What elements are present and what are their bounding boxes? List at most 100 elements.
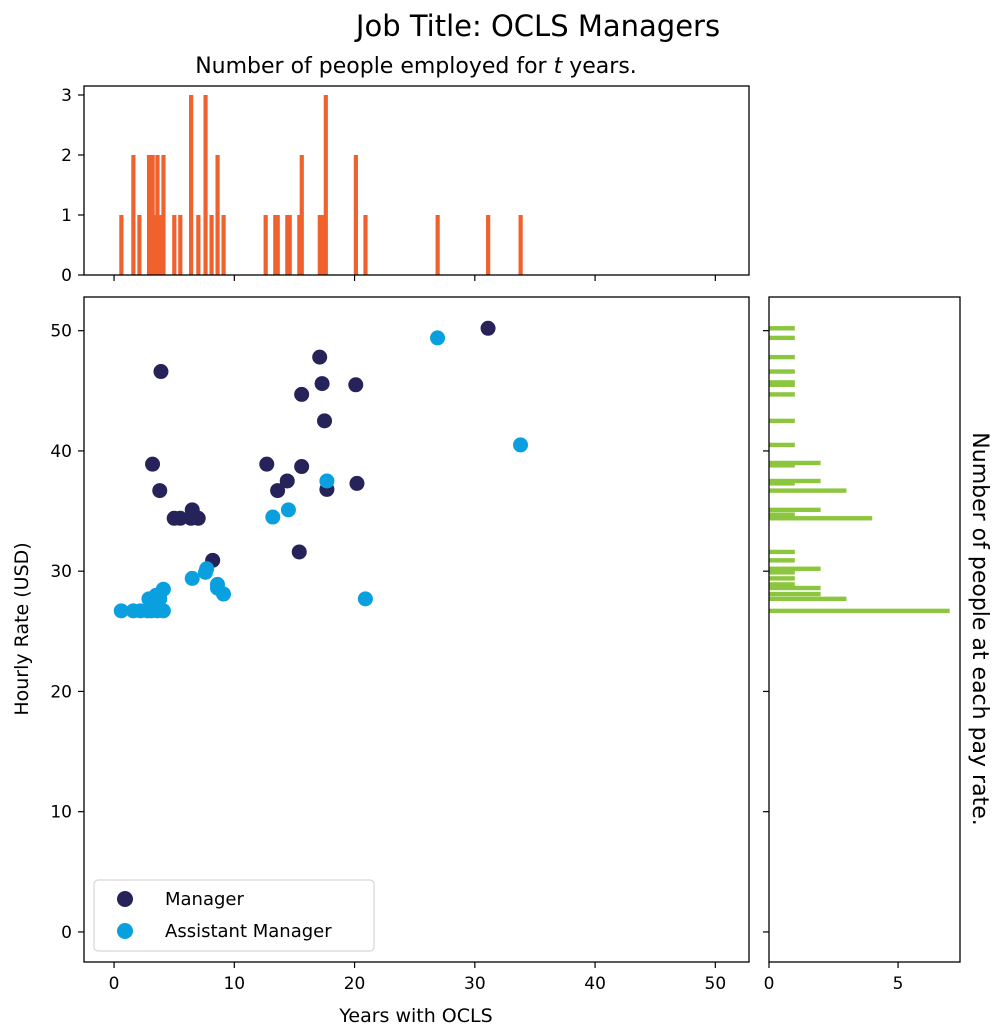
top-histogram-bar xyxy=(172,215,177,275)
right-histogram-bar xyxy=(769,478,821,484)
top-histogram-bar xyxy=(209,215,214,275)
top-histogram-ticks: 0 1 2 3 xyxy=(61,86,716,286)
top-histogram-bar xyxy=(131,155,136,275)
top-histogram-bar xyxy=(299,155,304,275)
manager-point xyxy=(145,456,161,472)
manager-point xyxy=(153,364,169,380)
right-histogram-bar xyxy=(769,585,821,591)
right-histogram-bar xyxy=(769,566,821,571)
manager-point xyxy=(172,510,188,526)
figure-title: Job Title: OCLS Managers xyxy=(354,9,720,43)
manager-point xyxy=(259,456,275,472)
top-histogram-bar xyxy=(285,215,290,275)
manager-point xyxy=(190,510,206,526)
top-histogram-ytick-label: 3 xyxy=(61,86,72,106)
top-histogram-bar xyxy=(157,215,162,275)
top-histogram-bar xyxy=(353,155,358,275)
top-histogram-bar xyxy=(203,95,208,275)
top-histogram-bar xyxy=(196,215,201,275)
top-histogram-bar xyxy=(320,215,325,275)
right-histogram-bar xyxy=(769,463,795,468)
right-histogram-label: Number of people at each pay rate. xyxy=(967,432,992,825)
top-histogram-bar xyxy=(137,215,142,275)
legend-label-assistant-manager: Assistant Manager xyxy=(165,921,332,942)
scatter-xtick-label: 50 xyxy=(705,974,727,994)
top-histogram-bar xyxy=(150,155,155,275)
legend-marker-manager xyxy=(117,891,133,907)
assistant-manager-point xyxy=(319,473,335,489)
right-histogram-bar xyxy=(769,507,821,513)
assistant-manager-point xyxy=(215,586,231,602)
legend-marker-assistant-manager xyxy=(117,923,133,939)
top-histogram-bar xyxy=(161,155,166,275)
right-histogram-bar xyxy=(769,326,795,331)
assistant-manager-point xyxy=(113,603,129,619)
right-histogram-bar xyxy=(769,591,821,597)
right-histogram-bar xyxy=(769,596,847,602)
right-histogram-bar xyxy=(769,481,795,486)
manager-point xyxy=(480,320,496,336)
top-histogram-bar xyxy=(215,155,220,275)
right-histogram-bar xyxy=(769,369,795,374)
right-histogram-bar xyxy=(769,418,795,424)
top-histogram-bar xyxy=(189,95,194,275)
right-histogram-bar xyxy=(769,380,795,385)
manager-point xyxy=(348,377,364,393)
legend: Manager Assistant Manager xyxy=(93,879,375,952)
manager-point xyxy=(279,473,295,489)
top-histogram-bar xyxy=(486,215,491,275)
scatter-ytick-label: 20 xyxy=(50,682,72,702)
scatter-ytick-label: 0 xyxy=(61,923,72,943)
right-histogram-bar xyxy=(769,558,795,563)
scatter-xtick-label: 0 xyxy=(109,974,120,994)
manager-point xyxy=(312,349,328,365)
manager-point xyxy=(317,413,333,429)
manager-point xyxy=(349,475,365,491)
manager-point xyxy=(152,483,168,499)
top-histogram-title: Number of people employed for t years. xyxy=(195,54,637,79)
scatter-plot: 0 10 20 30 40 50 0 10 20 30 40 50 Years with OCLS H… xyxy=(11,296,750,1027)
legend-box xyxy=(93,879,375,952)
right-histogram-bar xyxy=(769,582,795,587)
assistant-manager-point xyxy=(357,591,373,607)
assistant-manager-point xyxy=(199,561,215,577)
assistant-manager-point xyxy=(184,570,200,586)
manager-point xyxy=(270,483,286,499)
top-histogram-bar xyxy=(297,215,302,275)
x-axis-label: Years with OCLS xyxy=(338,1005,492,1027)
legend-label-manager: Manager xyxy=(165,889,244,910)
top-histogram-ytick-label: 2 xyxy=(61,146,72,166)
y-axis-label: Hourly Rate (USD) xyxy=(11,542,33,715)
top-histogram-bar xyxy=(317,215,322,275)
assistant-manager-point xyxy=(513,437,529,453)
manager-point xyxy=(294,386,310,402)
assistant-manager-point xyxy=(265,509,281,525)
top-histogram-bar xyxy=(273,215,278,275)
right-histogram-bar xyxy=(769,516,873,521)
top-histogram-ytick-label: 0 xyxy=(61,266,72,286)
right-histogram-frame xyxy=(768,296,961,963)
top-histogram-bar xyxy=(152,215,158,275)
top-histogram-bar xyxy=(518,215,523,275)
top-histogram-bar xyxy=(119,215,124,275)
assistant-manager-point xyxy=(155,581,171,597)
right-histogram-bar xyxy=(769,608,950,614)
scatter-ytick-label: 10 xyxy=(50,803,72,823)
scatter-ytick-label: 50 xyxy=(50,322,72,342)
right-histogram-bar xyxy=(769,442,795,448)
right-histogram-bar xyxy=(769,335,795,341)
manager-point xyxy=(294,459,310,475)
assistant-manager-point xyxy=(430,330,446,346)
right-histogram-bar xyxy=(769,549,795,555)
scatter-ticks: 0 10 20 30 40 50 0 10 20 30 40 50 xyxy=(50,322,726,994)
right-histogram-bar xyxy=(769,570,795,575)
right-histogram-bar xyxy=(769,488,847,493)
top-histogram-bar xyxy=(323,95,328,275)
scatter-xtick-label: 30 xyxy=(464,974,486,994)
top-histogram-bar xyxy=(263,215,268,275)
top-histogram-ytick-label: 1 xyxy=(61,206,72,226)
scatter-xtick-label: 20 xyxy=(344,974,366,994)
